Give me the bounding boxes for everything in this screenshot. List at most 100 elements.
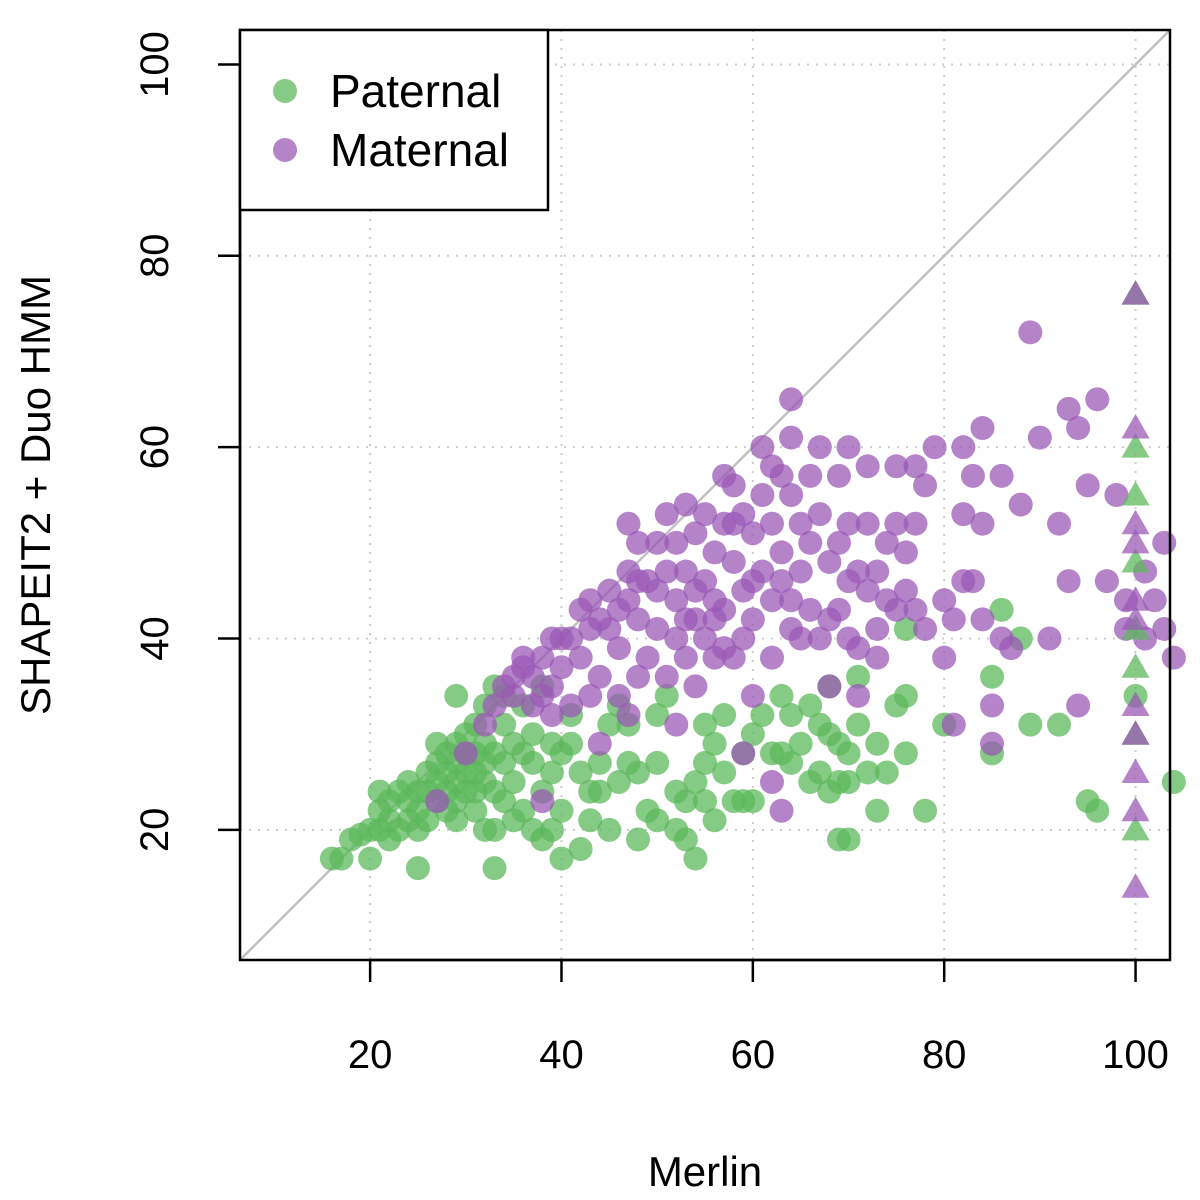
point-maternal — [1152, 530, 1177, 555]
point-maternal — [1066, 416, 1091, 441]
point-maternal — [740, 683, 765, 708]
point-maternal — [951, 502, 976, 527]
point-maternal — [798, 530, 823, 555]
point-maternal — [884, 597, 909, 622]
point-maternal — [913, 473, 938, 498]
point-maternal — [520, 664, 545, 689]
point-paternal — [329, 846, 354, 871]
triangle-point-maternal — [1121, 605, 1150, 630]
point-maternal — [788, 626, 813, 651]
point-paternal — [492, 712, 517, 737]
point-paternal — [501, 770, 526, 795]
point-paternal — [693, 789, 717, 814]
point-maternal — [989, 463, 1014, 488]
point-paternal — [606, 770, 631, 795]
point-paternal — [597, 712, 622, 737]
point-maternal — [769, 798, 794, 823]
point-paternal — [645, 703, 670, 728]
point-paternal — [865, 798, 890, 823]
point-maternal — [539, 703, 564, 728]
point-paternal — [893, 741, 918, 766]
point-maternal — [1152, 616, 1177, 641]
y-tick-label: 100 — [133, 31, 177, 98]
point-maternal — [616, 511, 641, 536]
point-maternal — [597, 578, 622, 603]
point-maternal — [645, 616, 670, 641]
point-paternal — [846, 664, 871, 689]
point-maternal — [759, 770, 784, 795]
point-maternal — [855, 454, 880, 479]
point-paternal — [1161, 770, 1186, 795]
point-maternal — [836, 435, 861, 460]
point-maternal — [539, 674, 564, 699]
point-maternal — [549, 655, 574, 680]
point-maternal — [750, 559, 775, 584]
point-maternal — [980, 731, 1005, 756]
point-maternal — [865, 645, 890, 670]
point-maternal — [693, 626, 717, 651]
point-paternal — [482, 817, 507, 842]
point-paternal — [798, 693, 823, 718]
point-paternal — [568, 760, 593, 785]
point-paternal — [539, 817, 564, 842]
point-paternal — [683, 846, 708, 871]
point-maternal — [1056, 569, 1081, 594]
point-paternal — [578, 808, 603, 833]
point-maternal — [865, 616, 890, 641]
point-maternal — [530, 645, 555, 670]
point-maternal — [597, 616, 622, 641]
point-maternal — [855, 578, 880, 603]
point-maternal — [798, 597, 823, 622]
point-paternal — [740, 722, 765, 747]
point-maternal — [616, 703, 641, 728]
x-tick-label: 100 — [1102, 1033, 1169, 1077]
y-axis-label: SHAPEIT2 + Duo HMM — [12, 275, 59, 715]
x-tick-label: 40 — [539, 1033, 584, 1077]
point-maternal — [750, 435, 775, 460]
legend-box — [238, 28, 550, 212]
point-maternal — [941, 712, 966, 737]
point-maternal — [626, 530, 651, 555]
point-paternal — [492, 789, 517, 814]
point-paternal — [836, 827, 861, 852]
point-maternal — [798, 463, 823, 488]
point-maternal — [769, 463, 794, 488]
point-paternal — [836, 741, 861, 766]
point-maternal — [970, 416, 995, 441]
point-maternal — [817, 549, 842, 574]
point-maternal — [683, 607, 708, 632]
point-maternal — [884, 511, 909, 536]
point-maternal — [740, 521, 765, 546]
legend-swatch-paternal — [273, 79, 297, 103]
triangle-point-maternal — [1121, 414, 1150, 439]
point-paternal — [358, 846, 383, 871]
point-maternal — [626, 607, 651, 632]
point-maternal — [893, 578, 918, 603]
point-paternal — [893, 616, 918, 641]
point-maternal — [472, 712, 497, 737]
point-maternal — [731, 502, 756, 527]
point-maternal — [769, 540, 794, 565]
point-maternal — [779, 387, 804, 412]
point-paternal — [511, 798, 536, 823]
point-maternal — [769, 569, 794, 594]
point-maternal — [970, 607, 995, 632]
point-paternal — [444, 808, 469, 833]
point-maternal — [559, 626, 584, 651]
point-paternal — [568, 837, 593, 862]
point-maternal — [807, 435, 832, 460]
y-tick-label: 60 — [133, 425, 177, 470]
point-maternal — [721, 473, 746, 498]
point-paternal — [855, 760, 880, 785]
y-tick-label: 80 — [133, 234, 177, 279]
point-paternal — [587, 779, 612, 804]
point-maternal — [913, 616, 938, 641]
point-maternal — [836, 511, 861, 536]
triangle-point-maternal — [1121, 873, 1150, 898]
point-maternal — [865, 559, 890, 584]
point-maternal — [693, 569, 717, 594]
point-maternal — [654, 559, 679, 584]
point-maternal — [702, 540, 727, 565]
point-paternal — [587, 750, 612, 775]
point-maternal — [425, 789, 450, 814]
